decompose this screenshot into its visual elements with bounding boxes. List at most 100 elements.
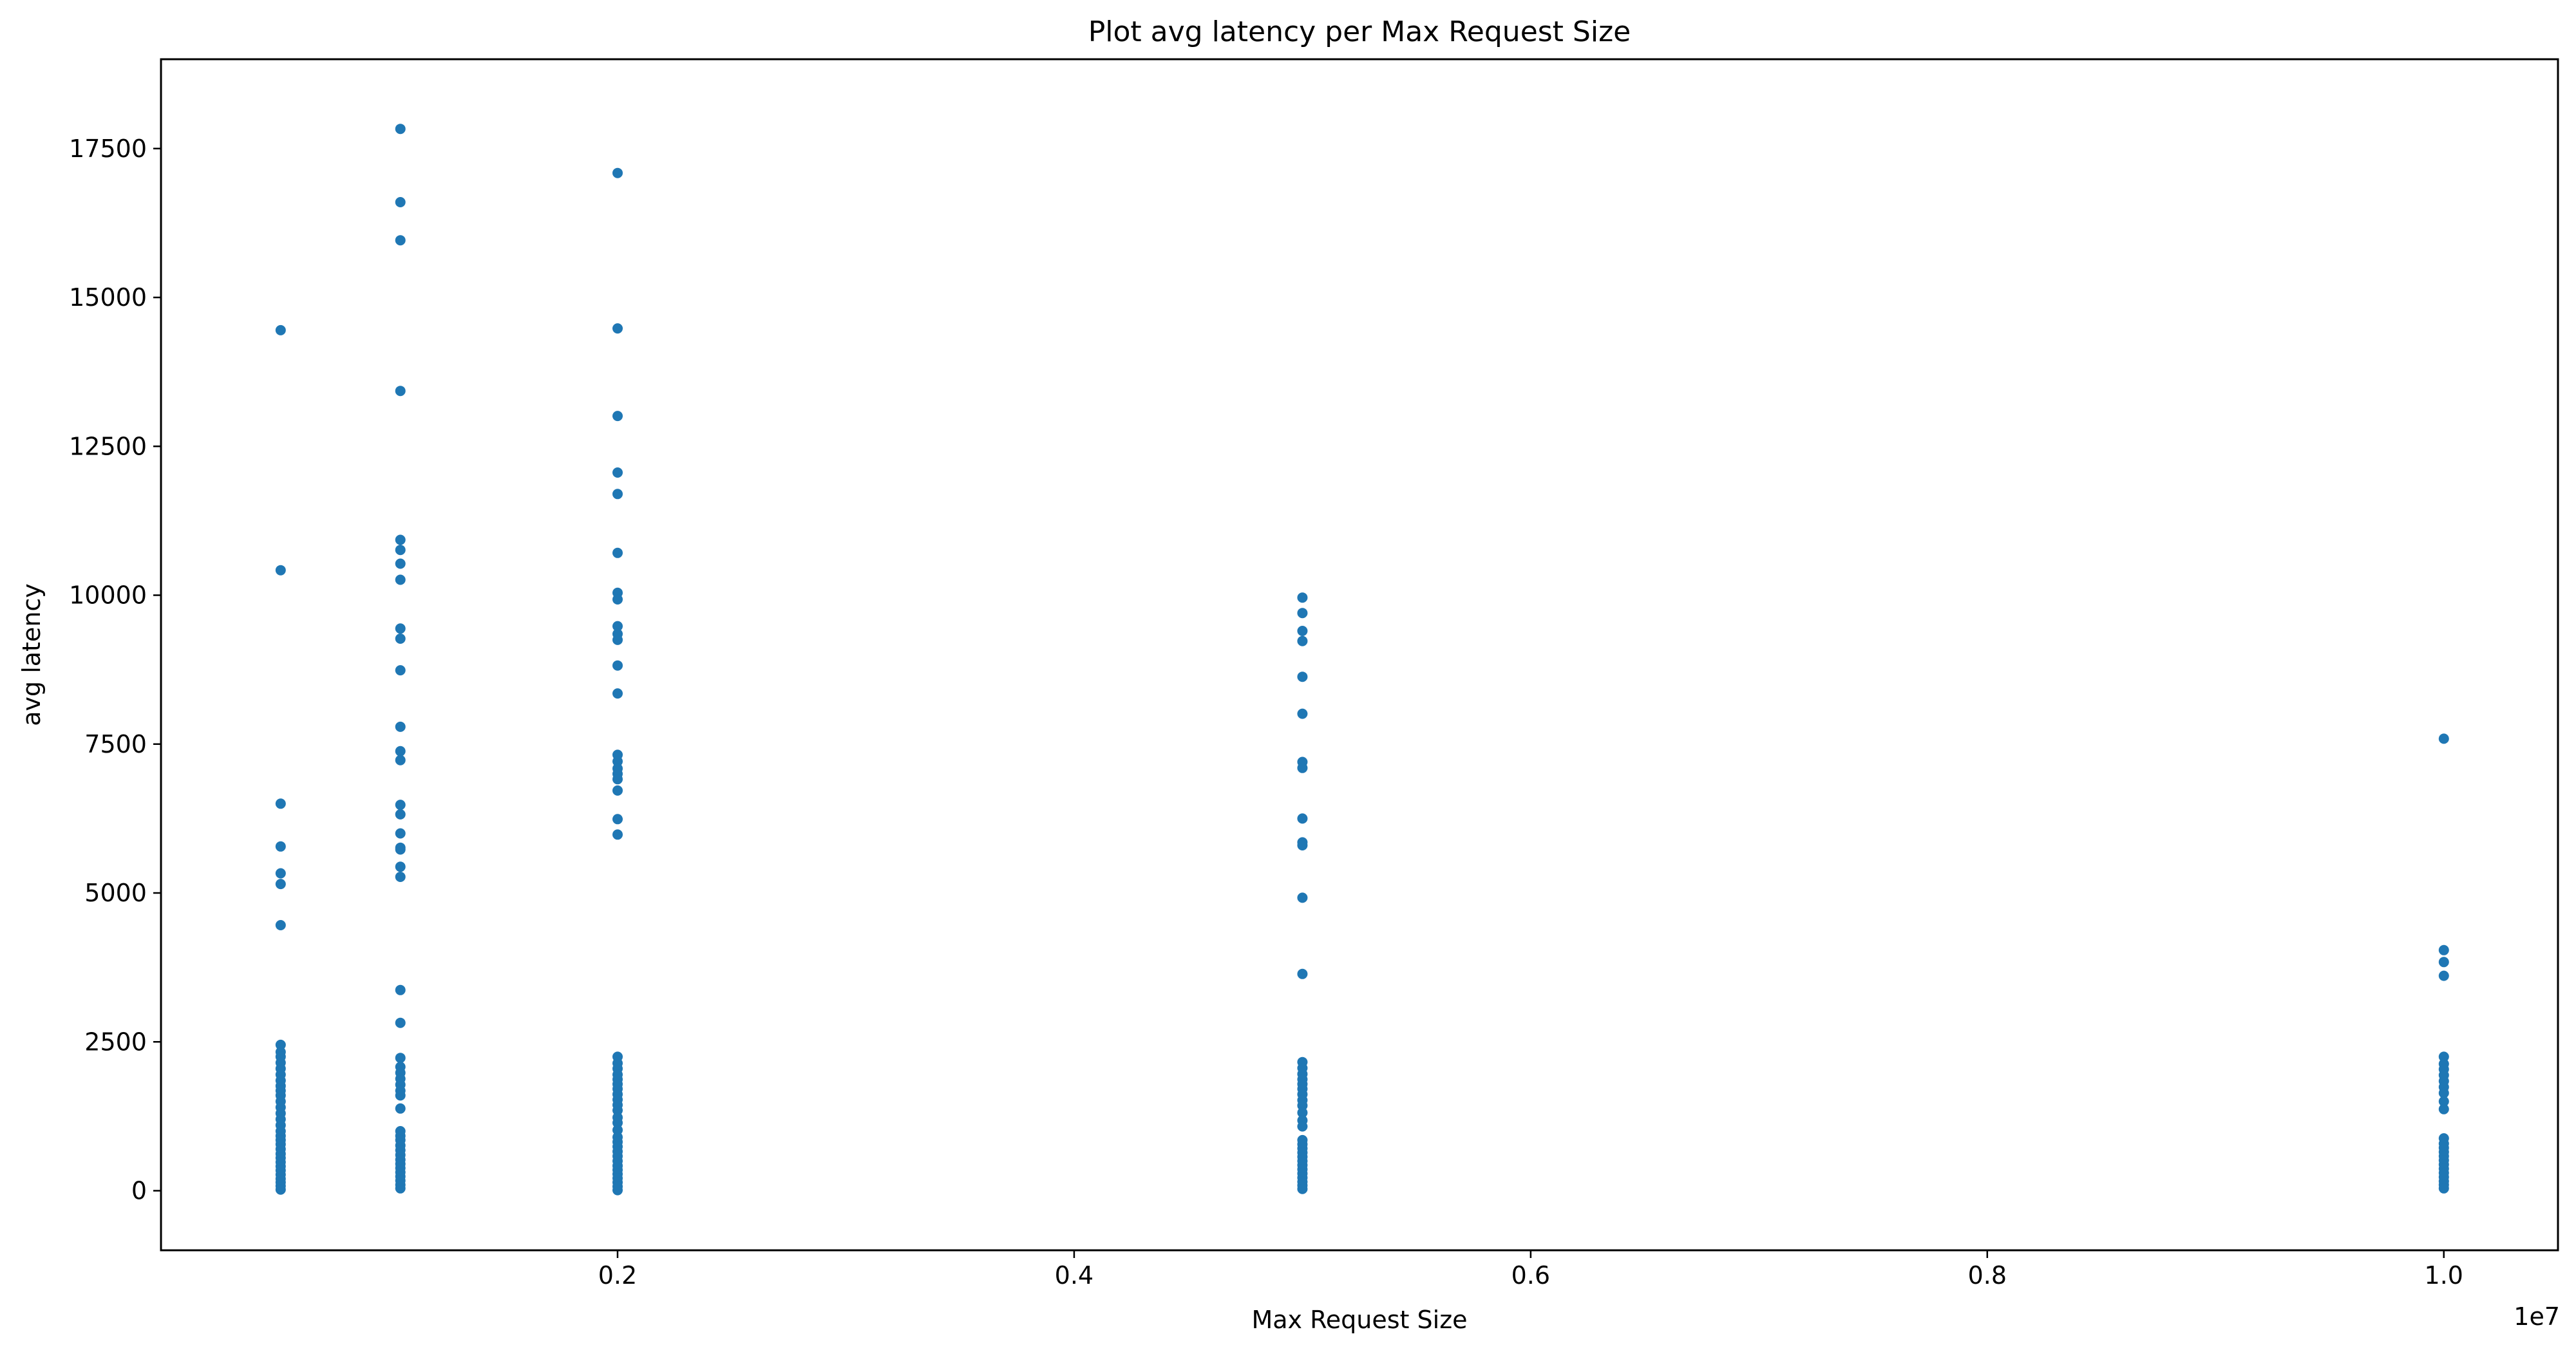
data-point [1297, 592, 1308, 603]
data-point [275, 841, 286, 852]
data-point [395, 197, 406, 207]
data-point [612, 621, 623, 632]
x-tick-label: 1.0 [2425, 1261, 2463, 1290]
data-point [395, 1090, 406, 1101]
data-point [612, 774, 623, 785]
data-point [612, 756, 623, 767]
data-point [395, 755, 406, 765]
data-point [395, 534, 406, 545]
data-point [395, 1053, 406, 1064]
chart-title: Plot avg latency per Max Request Size [1088, 15, 1631, 48]
data-point [1297, 840, 1308, 850]
data-point [2438, 957, 2449, 968]
data-point [1297, 1100, 1308, 1111]
data-point [395, 574, 406, 585]
data-point [1297, 708, 1308, 719]
data-point [275, 1184, 286, 1195]
x-tick-label: 0.2 [598, 1261, 637, 1290]
data-point [2438, 970, 2449, 981]
data-point [395, 861, 406, 872]
data-point [395, 1103, 406, 1114]
data-point [612, 829, 623, 840]
data-point [395, 386, 406, 397]
data-point [612, 167, 623, 178]
data-point [395, 558, 406, 569]
y-tick-label: 15000 [69, 283, 147, 312]
data-point [275, 879, 286, 890]
data-point [612, 1125, 623, 1136]
plot-area-frame [160, 58, 2559, 1252]
y-axis: 0 2500 5000 7500 10000 12500 15000 17500 [69, 135, 161, 1205]
data-point [395, 665, 406, 676]
data-point [275, 920, 286, 930]
data-point [275, 798, 286, 809]
data-point [275, 565, 286, 576]
data-point [612, 1118, 623, 1128]
data-point [395, 809, 406, 820]
data-point [2438, 1183, 2449, 1194]
data-point [1297, 671, 1308, 682]
data-points [275, 124, 2449, 1196]
data-point [395, 844, 406, 855]
data-point [275, 1039, 286, 1050]
data-point [2438, 1051, 2449, 1062]
data-point [612, 489, 623, 500]
data-point [395, 124, 406, 135]
data-point [2438, 944, 2449, 955]
data-point [612, 814, 623, 825]
data-point [2438, 1103, 2449, 1114]
x-tick-label: 0.4 [1055, 1261, 1094, 1290]
data-point [395, 545, 406, 556]
data-point [1297, 635, 1308, 646]
data-point [395, 746, 406, 756]
data-point [395, 984, 406, 995]
data-point [275, 868, 286, 879]
y-axis-label: avg latency [17, 583, 46, 726]
data-point [395, 1017, 406, 1028]
data-point [1297, 1121, 1308, 1132]
x-axis-label: Max Request Size [1251, 1306, 1467, 1334]
y-tick-label: 2500 [84, 1028, 147, 1056]
data-point [395, 828, 406, 839]
data-point [395, 623, 406, 634]
data-point [612, 785, 623, 796]
data-point [612, 411, 623, 422]
data-point [2438, 733, 2449, 744]
x-tick-label: 0.8 [1968, 1261, 2007, 1290]
data-point [612, 467, 623, 478]
data-point [612, 634, 623, 645]
data-point [612, 1105, 623, 1116]
data-point [612, 688, 623, 699]
data-point [612, 323, 623, 334]
data-point [395, 1183, 406, 1194]
data-point [1297, 762, 1308, 773]
data-point [275, 324, 286, 335]
data-point [395, 235, 406, 246]
data-point [1297, 813, 1308, 824]
data-point [612, 547, 623, 558]
y-tick-label: 5000 [84, 879, 147, 907]
y-tick-label: 10000 [69, 581, 147, 610]
data-point [612, 594, 623, 605]
data-point [2438, 1087, 2449, 1098]
data-point [2438, 1096, 2449, 1107]
x-axis-offset-label: 1e7 [2514, 1302, 2560, 1331]
y-tick-label: 0 [131, 1177, 147, 1205]
data-point [1297, 608, 1308, 619]
x-axis: 0.2 0.4 0.6 0.8 1.0 [598, 1250, 2463, 1290]
data-point [612, 1185, 623, 1196]
data-point [1297, 1183, 1308, 1194]
data-point [395, 800, 406, 811]
data-point [1297, 626, 1308, 636]
data-point [1297, 1107, 1308, 1118]
data-point [395, 634, 406, 644]
data-point [395, 721, 406, 732]
y-tick-label: 7500 [84, 730, 147, 758]
y-tick-label: 12500 [69, 432, 147, 460]
data-point [612, 660, 623, 671]
data-point [395, 872, 406, 882]
x-tick-label: 0.6 [1511, 1261, 1550, 1290]
y-tick-label: 17500 [69, 135, 147, 163]
